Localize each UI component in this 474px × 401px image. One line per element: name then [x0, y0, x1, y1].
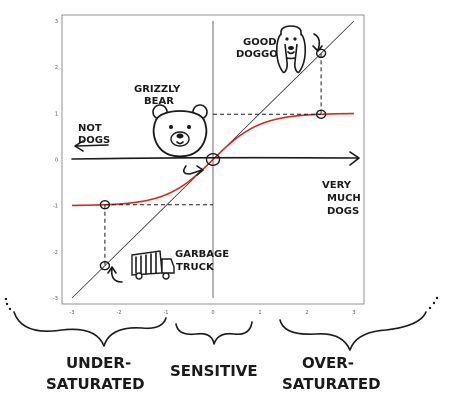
y-tick-label: -1: [53, 204, 58, 210]
very-much-dogs-line-1: VERY: [322, 180, 352, 191]
not-dogs-line-2: DOGS: [78, 135, 110, 146]
y-tick-label: 3: [55, 19, 58, 25]
truck-pointer-arrow: [110, 267, 123, 283]
marker-layer: [99, 48, 327, 271]
sigmoid-curve: [71, 112, 355, 207]
under-saturated-line-2: SATURATED: [46, 375, 145, 393]
over-saturated-line-2: SATURATED: [282, 375, 381, 393]
bear-pointer-arrowhead: [196, 165, 204, 176]
tick-labels: -3 -2 -1 0 1 2 3 -3 -2 -1 0 1 2 3: [53, 19, 356, 316]
x-tick-label: -2: [117, 310, 122, 316]
x-axis-arrow: [71, 151, 360, 166]
guide-lines: [104, 53, 322, 266]
y-tick-label: 1: [55, 111, 58, 117]
grizzly-bear-icon: [152, 104, 208, 158]
garbage-truck-line-2: TRUCK: [176, 262, 215, 273]
x-tick-label: 2: [305, 310, 308, 316]
over-saturated-label: OVER- SATURATED: [282, 354, 381, 393]
doggo-pointer-arrow: [313, 33, 321, 51]
good-doggo-label: GOOD DOGGO: [236, 37, 278, 60]
under-saturated-label: UNDER- SATURATED: [46, 354, 145, 393]
truck-pointer-arrowhead: [107, 266, 117, 274]
doggo-pointer-arrowhead: [312, 45, 323, 52]
very-much-dogs-line-2: MUCH: [327, 193, 361, 204]
circled-marker: [99, 260, 111, 271]
sensitive-label: SENSITIVE: [170, 362, 258, 380]
grizzly-bear-label: GRIZZLY BEAR: [134, 84, 181, 107]
circled-marker: [99, 199, 111, 210]
good-doggo-line-1: GOOD: [243, 37, 277, 48]
brace-over-saturated: [279, 296, 439, 351]
y-tick-label: 0: [55, 158, 58, 164]
garbage-truck-line-1: GARBAGE: [175, 249, 229, 260]
brace-under-saturated: [4, 297, 167, 347]
grizzly-bear-line-2: BEAR: [144, 96, 174, 107]
circled-marker: [315, 109, 327, 120]
good-doggo-icon: [275, 25, 307, 74]
grizzly-bear-line-1: GRIZZLY: [134, 84, 181, 95]
good-doggo-line-2: DOGGO: [236, 49, 278, 60]
garbage-truck-label: GARBAGE TRUCK: [175, 249, 229, 273]
bear-pointer-arrow: [182, 165, 203, 175]
over-saturated-line-1: OVER-: [302, 354, 354, 372]
very-much-dogs-line-3: DOGS: [327, 206, 359, 217]
y-tick-label: -2: [53, 250, 58, 256]
y-tick-label: -3: [53, 296, 58, 302]
y-tick-label: 2: [55, 65, 58, 71]
not-dogs-label: NOT DOGS: [74, 123, 110, 152]
under-saturated-line-1: UNDER-: [66, 354, 131, 372]
garbage-truck-icon: [131, 250, 175, 280]
x-tick-label: 3: [352, 310, 355, 316]
x-tick-label: -3: [70, 310, 75, 316]
x-tick-label: 1: [258, 310, 261, 316]
circled-marker: [315, 48, 327, 59]
x-tick-label: -1: [164, 310, 169, 316]
series-layer: [71, 20, 355, 299]
very-much-dogs-label: VERY MUCH DOGS: [322, 180, 361, 217]
x-tick-label: 0: [211, 310, 214, 316]
brace-sensitive: [175, 321, 253, 345]
not-dogs-line-1: NOT: [78, 123, 102, 134]
circled-marker: [205, 152, 221, 167]
